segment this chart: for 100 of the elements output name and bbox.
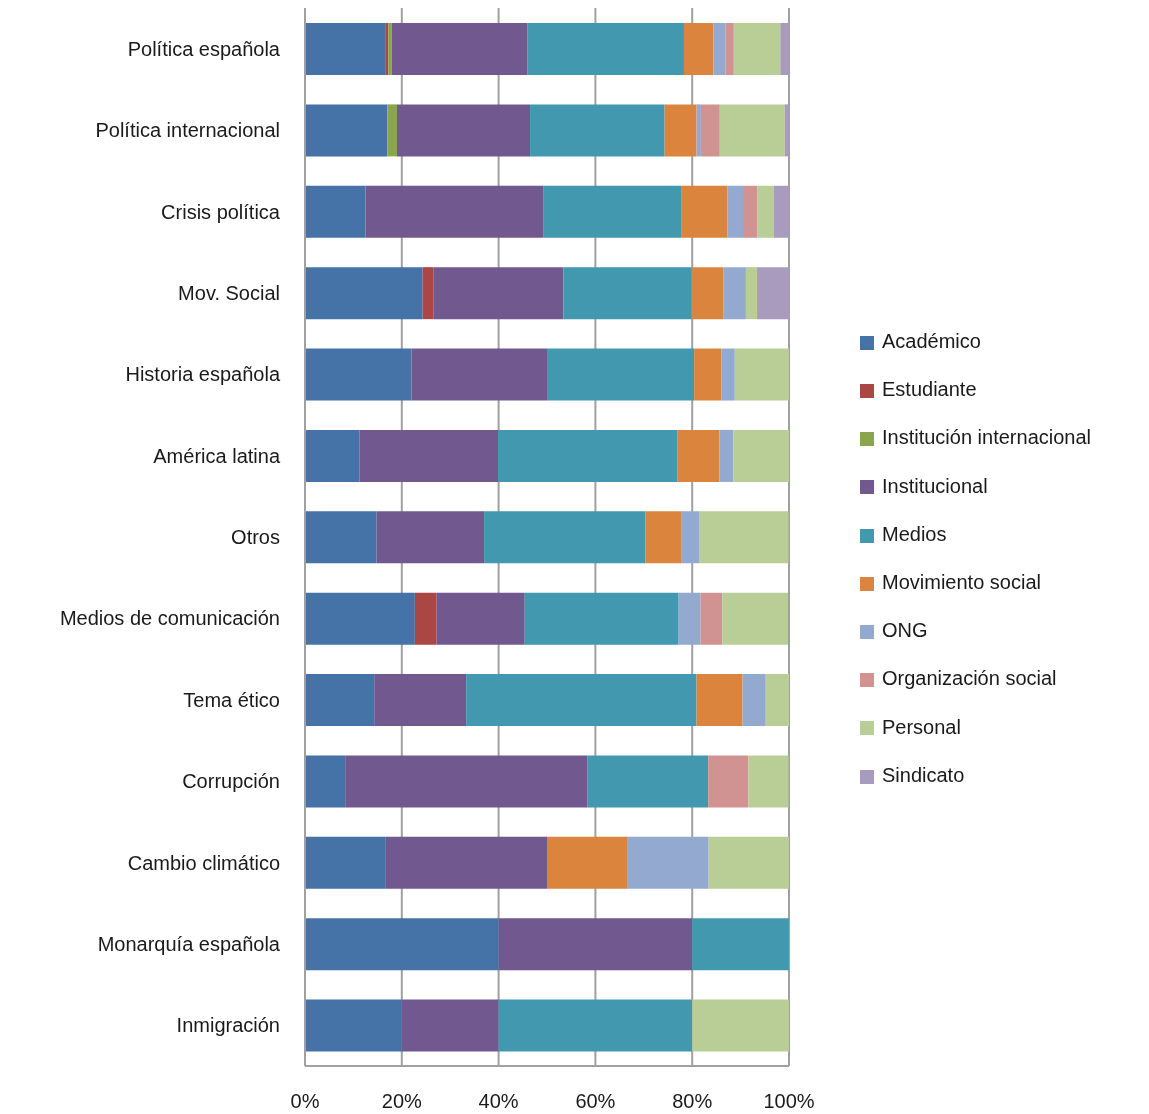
bar xyxy=(484,511,646,564)
y-tick-label: Otros xyxy=(231,526,280,549)
x-tick-label: 0% xyxy=(290,1090,320,1113)
y-tick-label: Corrupción xyxy=(182,770,280,793)
y-tick-label: Mov. Social xyxy=(178,281,280,304)
bar xyxy=(543,185,682,238)
bar xyxy=(345,755,588,808)
legend-label: Sindicato xyxy=(882,763,965,786)
bar xyxy=(733,429,789,482)
bar xyxy=(305,918,499,971)
bar xyxy=(305,185,366,238)
bar xyxy=(681,185,728,238)
bar xyxy=(773,185,789,238)
bar xyxy=(719,429,734,482)
bar xyxy=(742,674,766,727)
y-tick-label: América latina xyxy=(153,444,281,467)
bar xyxy=(498,429,678,482)
bar xyxy=(305,348,412,401)
x-tick-label: 80% xyxy=(672,1090,713,1113)
x-tick-label: 20% xyxy=(381,1090,423,1113)
bar xyxy=(396,104,531,157)
bar xyxy=(305,999,402,1052)
bar xyxy=(700,104,720,157)
bar xyxy=(466,674,697,727)
bar xyxy=(757,185,774,238)
bar xyxy=(433,267,564,320)
bar xyxy=(694,348,722,401)
bar xyxy=(524,592,679,645)
bar xyxy=(305,23,386,75)
bar xyxy=(376,511,485,564)
bar xyxy=(678,592,701,645)
bar xyxy=(411,348,547,401)
bar xyxy=(664,104,697,157)
bar xyxy=(677,429,720,482)
bar xyxy=(700,592,723,645)
bar xyxy=(745,267,758,320)
y-tick-label: Tema ético xyxy=(183,688,280,711)
bar xyxy=(401,999,499,1052)
bar xyxy=(683,23,714,75)
bar xyxy=(387,104,397,157)
bar xyxy=(784,104,789,157)
bar xyxy=(527,23,684,75)
bar xyxy=(385,836,547,889)
bar xyxy=(498,918,693,971)
bar xyxy=(721,348,735,401)
y-tick-label: Política española xyxy=(127,37,281,60)
bar xyxy=(414,592,437,645)
bar xyxy=(359,429,499,482)
bar xyxy=(645,511,682,564)
legend-label: Personal xyxy=(882,715,961,738)
bar xyxy=(305,104,388,157)
bar xyxy=(733,23,781,75)
bar xyxy=(713,23,726,75)
legend-label: ONG xyxy=(882,619,928,642)
bar xyxy=(725,23,734,75)
bar xyxy=(727,185,744,238)
legend-label: Académico xyxy=(882,330,981,352)
bar xyxy=(691,267,724,320)
bar xyxy=(391,23,528,75)
bar xyxy=(498,999,693,1052)
bar xyxy=(305,429,360,482)
x-tick-label: 60% xyxy=(575,1090,616,1113)
bar xyxy=(696,104,701,157)
legend-label: Institucional xyxy=(882,474,988,497)
y-tick-label: Cambio climático xyxy=(127,851,280,874)
bar xyxy=(723,267,746,320)
bar xyxy=(708,755,749,808)
legend-label: Movimiento social xyxy=(882,571,1041,594)
legend-label: Institución internacional xyxy=(882,426,1092,449)
bar xyxy=(748,755,789,808)
y-tick-label: Inmigración xyxy=(176,1014,280,1037)
bar xyxy=(627,836,709,889)
y-tick-label: Historia española xyxy=(125,363,281,386)
bar xyxy=(305,674,375,727)
bar xyxy=(780,23,789,75)
bar xyxy=(743,185,758,238)
bar xyxy=(530,104,665,157)
legend-label: Medios xyxy=(882,522,947,545)
bar xyxy=(547,348,695,401)
bar xyxy=(365,185,544,238)
legend-label: Organización social xyxy=(882,667,1057,690)
x-tick-label: 100% xyxy=(763,1090,815,1113)
y-tick-label: Monarquía española xyxy=(97,933,281,956)
bar xyxy=(374,674,467,727)
bar xyxy=(696,674,743,727)
x-tick-label: 40% xyxy=(478,1090,519,1113)
bar xyxy=(305,267,423,320)
bar xyxy=(692,999,789,1052)
bar xyxy=(734,348,789,401)
bar xyxy=(305,592,415,645)
bar xyxy=(722,592,789,645)
bar xyxy=(681,511,699,564)
bar xyxy=(422,267,434,320)
bar xyxy=(698,511,789,564)
legend-label: Estudiante xyxy=(882,378,977,401)
bar xyxy=(757,267,789,320)
bar xyxy=(563,267,692,320)
bar xyxy=(436,592,525,645)
bar xyxy=(765,674,789,727)
bar xyxy=(305,836,386,889)
